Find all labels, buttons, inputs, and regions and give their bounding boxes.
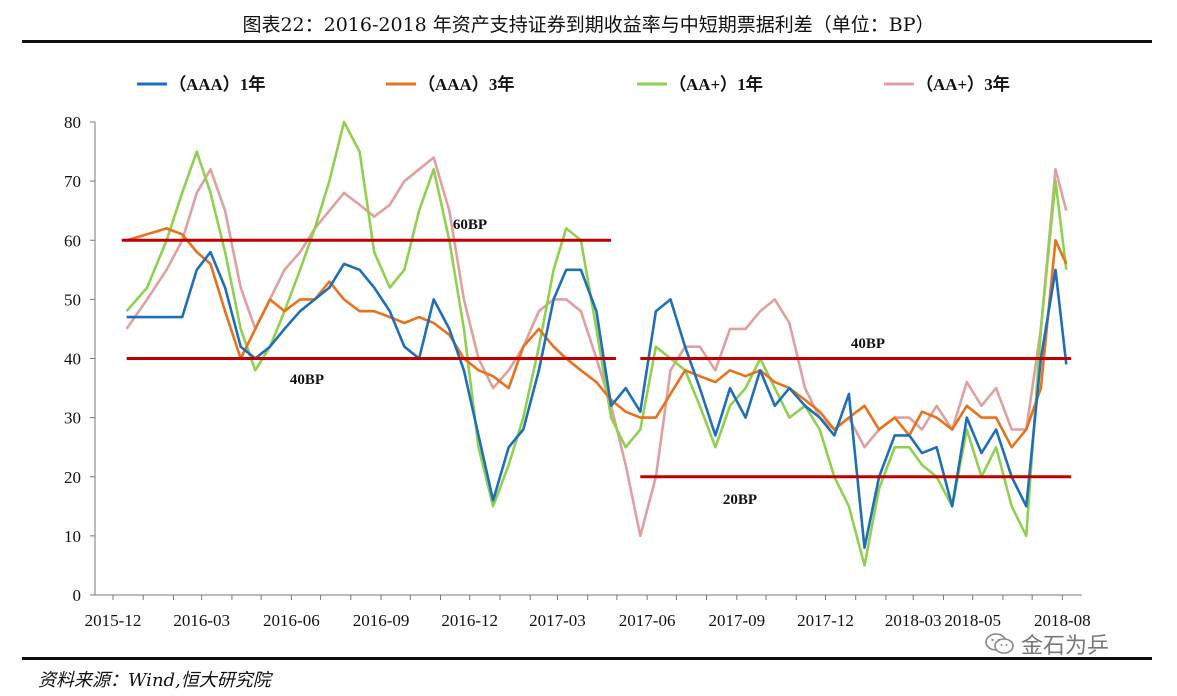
series-layer [125,120,1068,567]
y-tick-label: 40 [64,350,81,369]
x-tick-label: 2018-05 [944,611,1001,630]
series-line-3 [125,156,1068,538]
y-tick-label: 60 [64,231,81,250]
top-rule [22,40,1152,43]
x-tick-label: 2018-08 [1034,611,1091,630]
x-tick-label: 2017-06 [619,611,676,630]
legend-label: （AA+）3年 [916,74,1010,94]
bottom-rule [22,657,1152,660]
reference-lines: 60BP 40BP 40BP 20BP [121,217,1072,508]
watermark-text: 金石为乒 [1021,634,1110,659]
wechat-icon [985,633,1014,654]
y-tick-label: 0 [73,586,82,605]
series-line-0 [126,250,1068,550]
x-tick-label: 2017-03 [529,611,586,630]
y-tick-label: 10 [64,527,81,546]
legend: （AAA）1年 （AAA）3年 （AA+）1年 （AA+）3年 [137,74,1010,94]
reference-label: 60BP [453,217,487,233]
x-tick-label: 2016-06 [263,611,320,630]
y-tick-label: 70 [64,172,81,191]
y-tick-label: 20 [64,468,81,487]
reference-label: 40BP [290,372,324,388]
x-tick-label: 2016-12 [441,611,498,630]
x-tick-label: 2016-03 [173,611,230,630]
legend-label: （AAA）3年 [418,74,514,94]
legend-label: （AA+）1年 [669,74,763,94]
watermark: 金石为乒 [985,628,1109,660]
y-tick-label: 30 [64,409,81,428]
reference-label: 40BP [851,336,885,352]
x-tick-label: 2018-03 [885,611,942,630]
x-tick-label: 2016-09 [353,611,410,630]
legend-label: （AAA）1年 [169,74,265,94]
series-line-1 [126,227,1068,449]
axes: 0 10 20 30 40 50 60 70 80 2015-12 2016-03 2016-06 20… [64,113,1091,630]
source-note: 资料来源：Wind,恒大研究院 [38,670,271,691]
x-tick-label: 2017-12 [797,611,854,630]
y-tick-label: 50 [64,290,81,309]
x-tick-label: 2015-12 [85,611,142,630]
chart-title: 图表22：2016-2018 年资产支持证券到期收益率与中短期票据利差（单位：B… [242,14,935,36]
series-line-2 [125,120,1068,567]
reference-label: 20BP [723,492,757,508]
y-tick-label: 80 [64,113,81,132]
x-tick-label: 2017-09 [708,611,765,630]
